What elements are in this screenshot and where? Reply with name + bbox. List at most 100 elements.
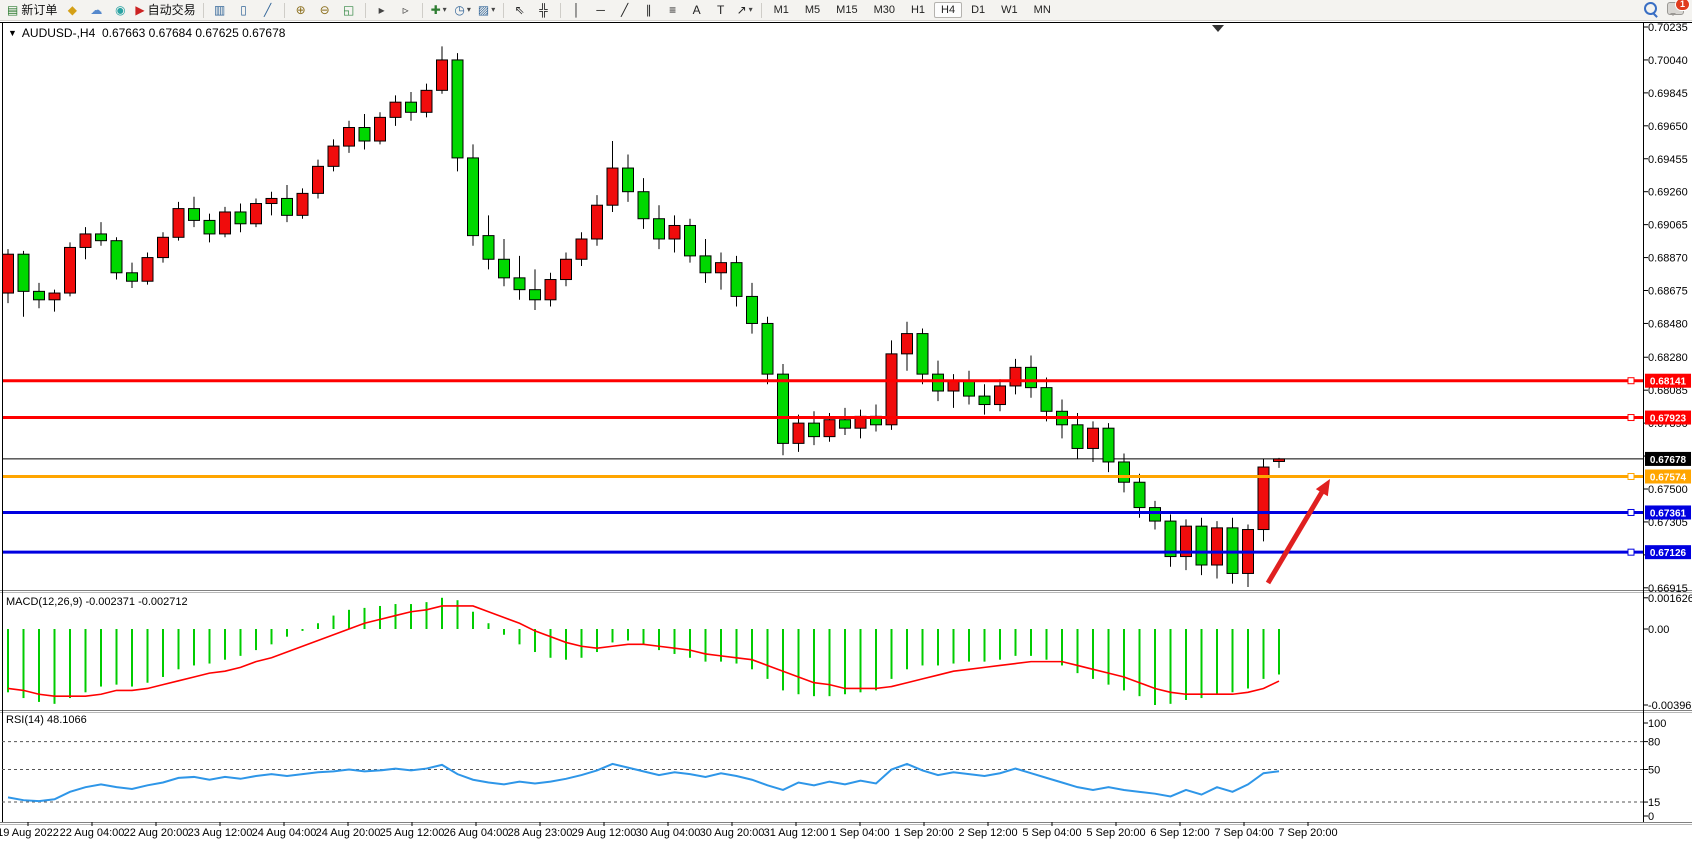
trend-arrow-head[interactable] bbox=[1315, 479, 1330, 497]
line-drag-handle[interactable] bbox=[1627, 377, 1635, 385]
chevron-down-icon[interactable]: ▾ bbox=[442, 5, 447, 14]
new-order-button[interactable]: ▤ 新订单 bbox=[5, 1, 59, 19]
rsi-tick-label: 80 bbox=[1648, 737, 1660, 749]
time-tick-label: 30 Aug 04:00 bbox=[636, 827, 701, 839]
time-tick-label: 29 Aug 12:00 bbox=[572, 827, 637, 839]
bar-chart-icon[interactable]: ▥ bbox=[209, 1, 231, 19]
vertical-line-icon[interactable]: │ bbox=[566, 1, 588, 19]
fibonacci-icon[interactable]: ≡ bbox=[662, 1, 684, 19]
line-drag-handle[interactable] bbox=[1627, 548, 1635, 556]
timeframe-button-m5[interactable]: M5 bbox=[804, 4, 821, 16]
arrows-tool-icon: ↗ bbox=[736, 3, 747, 17]
signals-icon[interactable]: ◉ bbox=[109, 1, 131, 19]
text-label-icon[interactable]: T bbox=[710, 1, 732, 19]
candlestick bbox=[79, 233, 92, 248]
toolbar-separator bbox=[559, 2, 561, 18]
time-tick-label: 7 Sep 04:00 bbox=[1214, 827, 1273, 839]
line-drag-handle[interactable] bbox=[1627, 472, 1635, 480]
community-icon[interactable]: ☁ bbox=[85, 1, 107, 19]
timeframe-button-h1[interactable]: H1 bbox=[910, 4, 926, 16]
templates-icon[interactable]: ▨ ▾ bbox=[476, 1, 498, 19]
candlestick bbox=[653, 218, 665, 240]
periods-icon[interactable]: ◷ ▾ bbox=[452, 1, 474, 19]
macd-histogram-bar bbox=[1045, 629, 1048, 660]
auto-scroll-icon[interactable]: ▸ bbox=[371, 1, 393, 19]
trendline-icon[interactable]: ╱ bbox=[614, 1, 636, 19]
price-tick-label: 0.70040 bbox=[1648, 55, 1688, 67]
horizontal-line-icon[interactable]: ─ bbox=[590, 1, 612, 19]
candlestick bbox=[1257, 466, 1270, 531]
new-order-button-label: 新订单 bbox=[21, 3, 58, 17]
chat-icon[interactable]: 1 bbox=[1667, 0, 1690, 16]
macd-histogram-bar bbox=[844, 629, 846, 695]
arrows-tool-icon[interactable]: ↗ ▾ bbox=[734, 1, 756, 19]
macd-histogram-bar bbox=[115, 629, 118, 685]
chevron-down-icon[interactable]: ▾ bbox=[491, 5, 496, 14]
macd-histogram-bar bbox=[425, 602, 428, 629]
autotrading-button[interactable]: ▶ 自动交易 bbox=[133, 1, 197, 19]
chart-menu-icon[interactable]: ▼ bbox=[8, 28, 17, 38]
cursor-icon[interactable]: ⇖ bbox=[509, 1, 531, 19]
timeframe-button-d1[interactable]: D1 bbox=[971, 4, 986, 16]
zoom-in-icon[interactable]: ⊕ bbox=[290, 1, 312, 19]
timeframe-button-w1[interactable]: W1 bbox=[1001, 4, 1018, 16]
macd-histogram-bar bbox=[890, 629, 893, 679]
macd-histogram-bar bbox=[1216, 629, 1218, 695]
time-tick-label: 24 Aug 20:00 bbox=[316, 827, 381, 839]
macd-histogram-bar bbox=[456, 600, 459, 629]
equidistant-channel-icon[interactable]: ∥ bbox=[638, 1, 660, 19]
chart-shift-icon[interactable]: ▹ bbox=[395, 1, 417, 19]
add-indicator-icon[interactable]: ✚ ▾ bbox=[428, 1, 450, 19]
macd-histogram-bar bbox=[813, 629, 815, 697]
macd-tick-label: 0.00 bbox=[1648, 624, 1669, 636]
macd-histogram-bar bbox=[611, 629, 614, 643]
candlestick bbox=[327, 145, 340, 167]
trend-arrow[interactable] bbox=[1265, 490, 1325, 585]
timeframe-button-m1[interactable]: M1 bbox=[773, 4, 789, 16]
chevron-down-icon[interactable]: ▾ bbox=[466, 5, 471, 14]
tile-windows-icon[interactable]: ◱ bbox=[338, 1, 360, 19]
candlestick bbox=[296, 192, 309, 216]
text-label-icon: T bbox=[716, 3, 725, 17]
crosshair-icon[interactable]: ╬ bbox=[533, 1, 555, 19]
macd-histogram-bar bbox=[875, 629, 877, 691]
search-icon[interactable] bbox=[1644, 2, 1657, 15]
price-tick-label: 0.69065 bbox=[1648, 220, 1688, 232]
candlestick bbox=[203, 219, 216, 235]
candlestick bbox=[219, 211, 231, 235]
line-chart-icon[interactable]: ╱ bbox=[257, 1, 279, 19]
macd-indicator-label: MACD(12,26,9) -0.002371 -0.002712 bbox=[6, 596, 188, 608]
timeframe-button-m30[interactable]: M30 bbox=[873, 4, 895, 16]
line-chart-icon: ╱ bbox=[263, 3, 272, 17]
chat-badge: 1 bbox=[1674, 0, 1690, 11]
text-icon: A bbox=[692, 3, 701, 17]
macd-histogram-bar bbox=[534, 629, 536, 653]
candlestick bbox=[684, 224, 696, 257]
macd-histogram-bar bbox=[1278, 629, 1280, 675]
chart-shift-marker[interactable] bbox=[1212, 25, 1224, 32]
candlestick bbox=[839, 419, 851, 429]
macd-histogram-bar bbox=[1092, 629, 1094, 679]
candlestick bbox=[498, 258, 510, 279]
line-drag-handle[interactable] bbox=[1627, 414, 1635, 422]
timeframe-button-m15[interactable]: M15 bbox=[836, 4, 858, 16]
chevron-down-icon[interactable]: ▾ bbox=[748, 5, 753, 14]
candlestick bbox=[637, 191, 650, 220]
candlestick-chart-icon[interactable]: ▯ bbox=[233, 1, 255, 19]
price-axis[interactable] bbox=[1643, 22, 1692, 822]
candlestick bbox=[963, 380, 975, 397]
toolbar-separator bbox=[202, 2, 204, 18]
timeframe-button-mn[interactable]: MN bbox=[1033, 4, 1051, 16]
time-axis[interactable] bbox=[0, 822, 1692, 845]
candlestick bbox=[157, 236, 169, 259]
deposit-icon[interactable]: ◆ bbox=[61, 1, 83, 19]
timeframe-button-h4[interactable]: H4 bbox=[934, 2, 963, 18]
macd-histogram-bar bbox=[797, 629, 800, 695]
time-tick-label: 30 Aug 20:00 bbox=[700, 827, 765, 839]
macd-histogram-bar bbox=[301, 629, 304, 631]
zoom-out-icon[interactable]: ⊖ bbox=[314, 1, 336, 19]
line-drag-handle[interactable] bbox=[1627, 508, 1635, 516]
candlestick-chart-icon: ▯ bbox=[240, 3, 247, 17]
text-icon[interactable]: A bbox=[686, 1, 708, 19]
price-label-text: 0.67126 bbox=[1650, 548, 1687, 559]
